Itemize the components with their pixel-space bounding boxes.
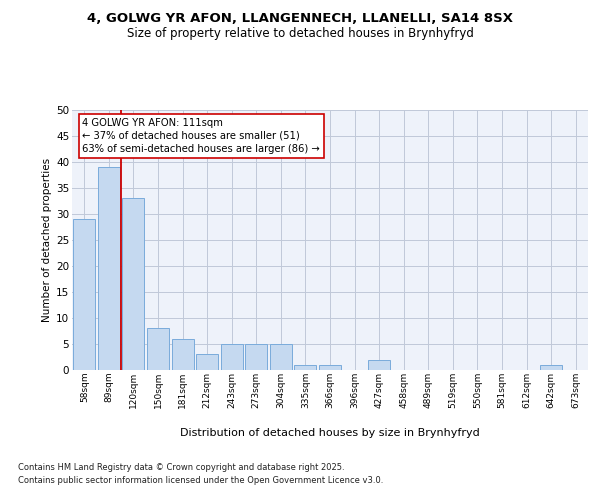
Bar [196,354,218,370]
Text: Size of property relative to detached houses in Brynhyfryd: Size of property relative to detached ho… [127,28,473,40]
Text: Contains public sector information licensed under the Open Government Licence v3: Contains public sector information licen… [18,476,383,485]
Bar [540,365,562,370]
Bar [73,219,95,370]
Text: 4, GOLWG YR AFON, LLANGENNECH, LLANELLI, SA14 8SX: 4, GOLWG YR AFON, LLANGENNECH, LLANELLI,… [87,12,513,26]
Bar [172,339,194,370]
Bar [319,365,341,370]
Bar [295,365,316,370]
Bar [368,360,390,370]
Bar [98,167,120,370]
Bar [270,344,292,370]
Text: Distribution of detached houses by size in Brynhyfryd: Distribution of detached houses by size … [180,428,480,438]
Bar [221,344,243,370]
Bar [122,198,145,370]
Bar [147,328,169,370]
Text: 4 GOLWG YR AFON: 111sqm
← 37% of detached houses are smaller (51)
63% of semi-de: 4 GOLWG YR AFON: 111sqm ← 37% of detache… [82,118,320,154]
Bar [245,344,268,370]
Text: Contains HM Land Registry data © Crown copyright and database right 2025.: Contains HM Land Registry data © Crown c… [18,464,344,472]
Y-axis label: Number of detached properties: Number of detached properties [42,158,52,322]
